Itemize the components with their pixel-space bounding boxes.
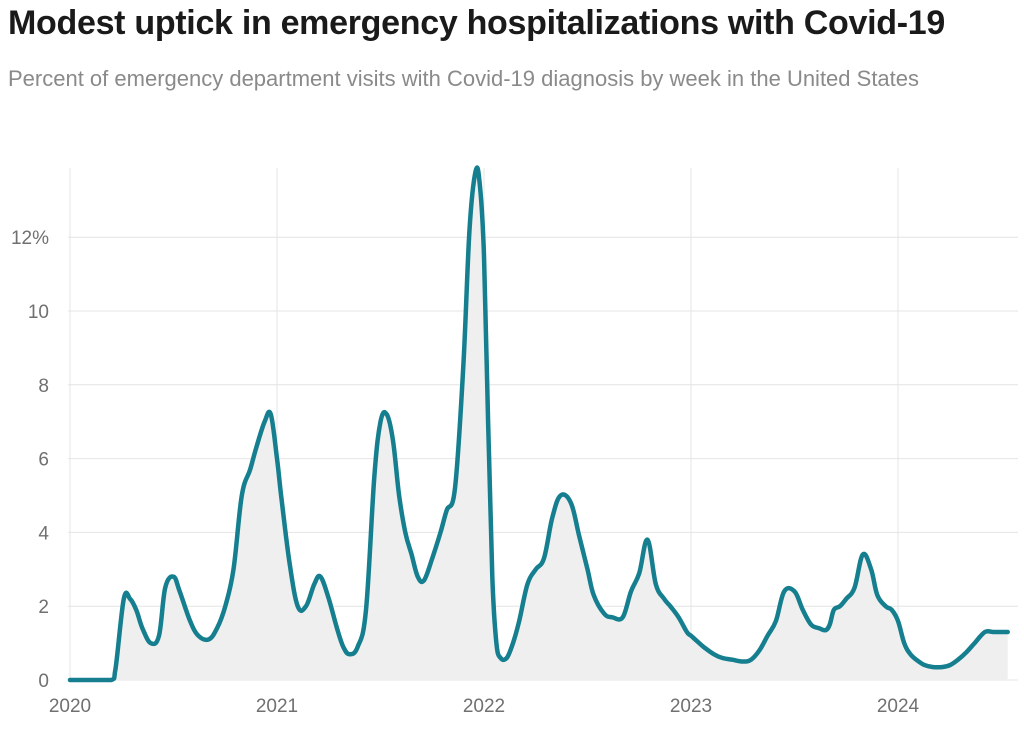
grid-layer: [68, 168, 1018, 681]
y-tick-label: 4: [38, 523, 49, 544]
x-tick-label: 2022: [463, 696, 505, 717]
x-axis-ticks: 2020 2021 2022 2023 2024: [49, 696, 920, 717]
y-tick-label: 12%: [11, 228, 49, 249]
x-tick-label: 2023: [670, 696, 712, 717]
y-tick-label: 0: [38, 671, 49, 692]
series-line: [67, 165, 1010, 683]
y-axis-ticks: 0 2 4 6 8 10 12%: [11, 228, 49, 692]
chart-subtitle: Percent of emergency department visits w…: [8, 66, 920, 91]
y-tick-label: 10: [28, 302, 49, 323]
chart-title: Modest uptick in emergency hospitalizati…: [8, 4, 945, 42]
area-layer: [70, 167, 1008, 681]
x-tick-label: 2024: [877, 696, 920, 717]
x-tick-label: 2020: [49, 696, 91, 717]
line-layer: [67, 165, 1010, 683]
series-area: [70, 167, 1008, 681]
x-tick-label: 2021: [256, 696, 298, 717]
y-tick-label: 8: [38, 376, 49, 397]
y-tick-label: 6: [38, 450, 49, 471]
y-tick-label: 2: [38, 597, 49, 618]
